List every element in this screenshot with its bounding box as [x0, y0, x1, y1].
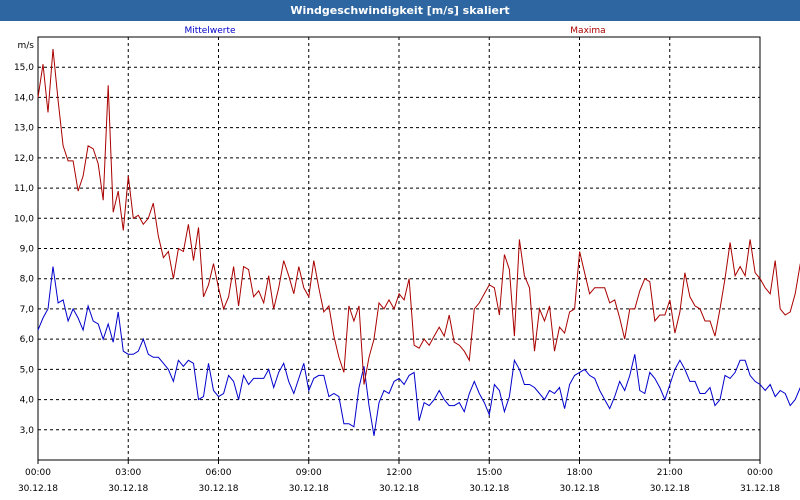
- y-tick-label: 8,0: [20, 275, 35, 285]
- y-tick-label: 7,0: [20, 305, 35, 315]
- x-tick-date-label: 30.12.18: [108, 484, 148, 494]
- legend-label-maxima: Maxima: [570, 26, 605, 36]
- x-tick-time-label: 12:00: [386, 468, 412, 478]
- x-tick-time-label: 15:00: [476, 468, 502, 478]
- x-axis: 00:00 30.12.18 03:00 30.12.18 06:00 30.12.18 0…: [18, 460, 780, 494]
- y-tick-label: 10,0: [14, 214, 34, 224]
- y-tick-label: 9,0: [20, 245, 35, 255]
- y-tick-label: 3,0: [20, 426, 35, 436]
- x-tick-time-label: 18:00: [567, 468, 593, 478]
- legend: Mittelwerte Maxima: [184, 26, 605, 36]
- y-tick-label: 6,0: [20, 335, 35, 345]
- series-group: [37, 49, 800, 436]
- x-tick-time-label: 21:00: [657, 468, 683, 478]
- x-tick-date-label: 30.12.18: [559, 484, 599, 494]
- x-tick-date-label: 30.12.18: [379, 484, 419, 494]
- y-axis-unit-label: m/s: [18, 41, 35, 51]
- x-tick-time-label: 06:00: [206, 468, 232, 478]
- y-tick-label: 13,0: [14, 124, 34, 134]
- x-tick-time-label: 00:00: [25, 468, 51, 478]
- x-tick-date-label: 30.12.18: [469, 484, 509, 494]
- x-tick-date-label: 31.12.18: [740, 484, 780, 494]
- x-tick-time-label: 03:00: [115, 468, 141, 478]
- x-tick-date-label: 30.12.18: [289, 484, 329, 494]
- x-tick-date-label: 30.12.18: [650, 484, 690, 494]
- grid: [38, 37, 760, 460]
- y-tick-label: 15,0: [14, 63, 34, 73]
- y-tick-label: 14,0: [14, 93, 34, 103]
- y-axis: 3,0 4,0 5,0 6,0 7,0 8,0 9,0 10,0 11,0 12,0 13,0 14,…: [14, 41, 34, 436]
- x-tick-date-label: 30.12.18: [18, 484, 58, 494]
- legend-label-mittelwerte: Mittelwerte: [184, 26, 235, 36]
- window-title: Windgeschwindigkeit [m/s] skaliert: [0, 0, 800, 21]
- series-line-mittelwerte: [37, 266, 800, 436]
- series-line-maxima: [37, 49, 800, 385]
- y-tick-label: 5,0: [20, 365, 35, 375]
- x-tick-time-label: 00:00: [747, 468, 773, 478]
- x-tick-time-label: 09:00: [296, 468, 322, 478]
- x-tick-date-label: 30.12.18: [198, 484, 238, 494]
- y-tick-label: 4,0: [20, 396, 35, 406]
- y-tick-label: 11,0: [14, 184, 34, 194]
- y-tick-label: 12,0: [14, 154, 34, 164]
